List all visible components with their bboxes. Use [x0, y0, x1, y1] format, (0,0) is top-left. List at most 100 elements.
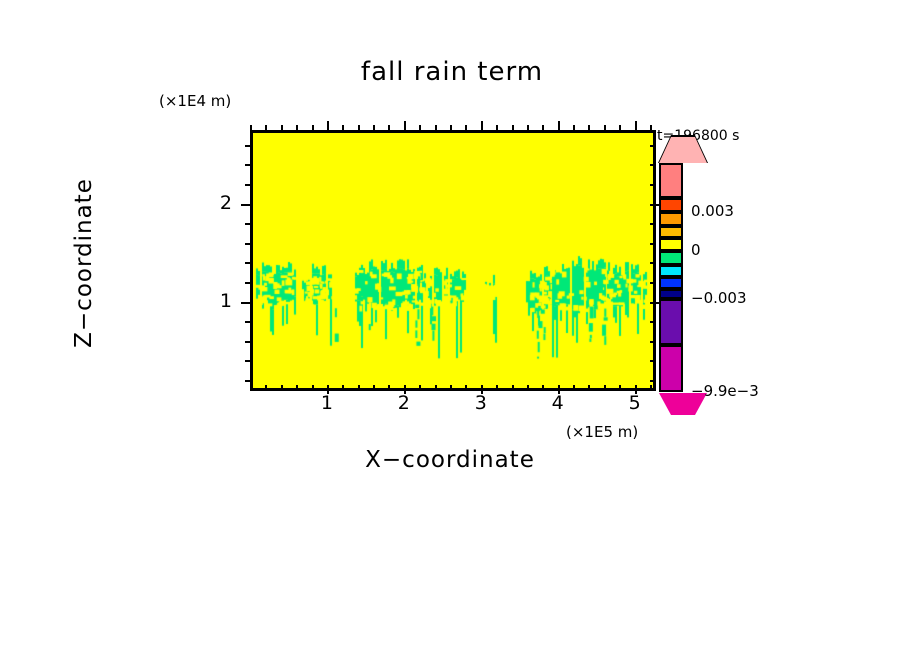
x-minor-tick — [280, 385, 283, 390]
y-minor-tick-right — [650, 262, 655, 265]
colorbar-band — [659, 298, 683, 346]
x-minor-tick — [450, 385, 452, 390]
x-tick-label: 5 — [628, 392, 641, 414]
y-minor-tick — [245, 282, 250, 285]
y-minor-tick — [245, 321, 250, 324]
x-minor-tick-top — [496, 125, 499, 130]
y-major-tick — [241, 301, 250, 304]
x-minor-tick-top — [542, 125, 545, 130]
x-major-tick — [326, 385, 329, 394]
colorbar-band — [659, 288, 683, 299]
y-minor-tick-right — [650, 144, 655, 147]
x-tick-label: 3 — [474, 392, 487, 414]
x-major-tick-top — [403, 121, 406, 130]
colorbar-tick-label: 0.003 — [691, 201, 734, 220]
x-minor-tick — [526, 385, 529, 390]
colorbar-band — [659, 238, 683, 251]
y-minor-tick — [245, 223, 250, 226]
x-minor-tick-top — [603, 125, 606, 130]
x-minor-tick — [496, 385, 499, 390]
x-minor-tick-top — [250, 125, 252, 130]
x-tick-label: 1 — [320, 392, 333, 414]
y-minor-tick-right — [650, 380, 655, 383]
colorbar: 0.003 0 −0.003 −9.9e−3 — [658, 135, 759, 416]
y-minor-tick-right — [650, 223, 655, 226]
x-minor-tick — [311, 385, 314, 390]
y-minor-tick-right — [650, 242, 655, 245]
x-minor-tick-top — [511, 125, 514, 130]
x-minor-tick-top — [450, 125, 452, 130]
x-major-tick — [403, 385, 406, 394]
x-axis-unit-label: (×1E5 m) — [566, 423, 639, 441]
y-minor-tick — [245, 164, 250, 167]
x-major-tick-top — [634, 121, 637, 130]
y-minor-tick — [245, 262, 250, 265]
x-minor-tick-top — [465, 125, 468, 130]
x-minor-tick — [342, 385, 345, 390]
x-minor-tick-top — [388, 125, 391, 130]
heatmap-field-canvas — [253, 133, 653, 388]
colorbar-tick-label: −9.9e−3 — [691, 382, 759, 401]
y-major-tick-right — [650, 301, 659, 304]
y-minor-tick — [245, 242, 250, 245]
y-axis-title: Z−coordinate — [71, 178, 97, 348]
y-major-tick-right — [650, 203, 659, 206]
x-minor-tick-top — [265, 125, 268, 130]
x-minor-tick — [419, 385, 422, 390]
x-tick-label: 2 — [397, 392, 410, 414]
x-minor-tick — [265, 385, 268, 390]
x-minor-tick-top — [357, 125, 360, 130]
x-minor-tick-top — [619, 125, 622, 130]
x-minor-tick-top — [573, 125, 576, 130]
y-minor-tick — [245, 144, 250, 147]
colorbar-band — [659, 250, 683, 265]
x-major-tick-top — [326, 121, 329, 130]
y-minor-tick-right — [650, 164, 655, 167]
y-tick-label: 2 — [219, 191, 232, 214]
x-minor-tick — [388, 385, 391, 390]
y-major-tick — [241, 203, 250, 206]
y-minor-tick-right — [650, 340, 655, 343]
colorbar-under-arrow — [659, 393, 707, 416]
x-minor-tick — [588, 385, 591, 390]
x-minor-tick — [650, 385, 652, 390]
x-minor-tick-top — [296, 125, 299, 130]
colorbar-tick-label: −0.003 — [691, 288, 747, 307]
x-tick-label: 4 — [551, 392, 564, 414]
colorbar-band — [659, 276, 683, 289]
x-minor-tick-top — [311, 125, 314, 130]
x-minor-tick-top — [650, 125, 652, 130]
y-minor-tick — [245, 340, 250, 343]
x-minor-tick — [542, 385, 545, 390]
x-minor-tick-top — [526, 125, 529, 130]
chart-title: fall rain term — [360, 57, 544, 87]
y-axis-unit-label: (×1E4 m) — [159, 92, 232, 110]
x-minor-tick — [619, 385, 622, 390]
x-minor-tick — [250, 385, 252, 390]
x-minor-tick — [357, 385, 360, 390]
y-minor-tick-right — [650, 321, 655, 324]
y-minor-tick-right — [650, 282, 655, 285]
x-major-tick — [634, 385, 637, 394]
x-minor-tick — [465, 385, 468, 390]
x-minor-tick — [373, 385, 376, 390]
y-minor-tick — [245, 380, 250, 383]
y-tick-label: 1 — [219, 289, 232, 312]
x-minor-tick-top — [434, 125, 437, 130]
x-major-tick-top — [557, 121, 560, 130]
heatmap-plot-area — [250, 130, 656, 391]
x-minor-tick — [573, 385, 576, 390]
y-minor-tick — [245, 360, 250, 363]
y-minor-tick — [245, 183, 250, 186]
y-minor-tick-right — [650, 183, 655, 186]
x-major-tick — [480, 385, 483, 394]
x-axis-title: X−coordinate — [365, 447, 535, 473]
colorbar-band — [659, 163, 683, 198]
x-minor-tick — [603, 385, 606, 390]
colorbar-band — [659, 225, 683, 239]
y-minor-tick-right — [650, 360, 655, 363]
colorbar-band — [659, 264, 683, 277]
colorbar-over-arrow — [659, 137, 707, 163]
x-minor-tick — [511, 385, 514, 390]
colorbar-band — [659, 211, 683, 226]
